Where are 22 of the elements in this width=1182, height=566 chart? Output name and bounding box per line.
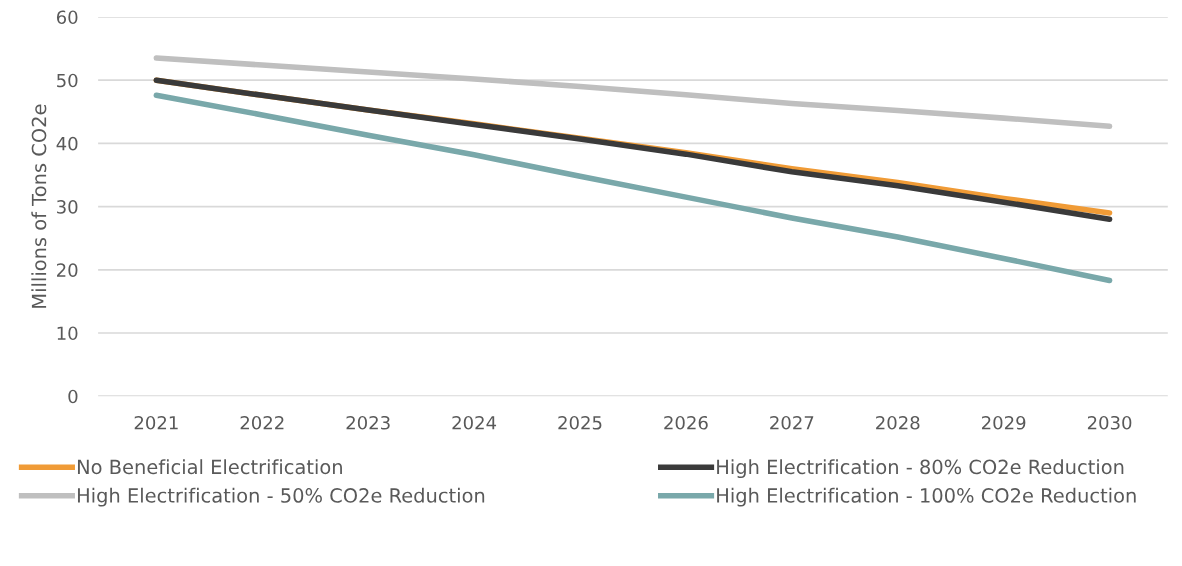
x-tick-label: 2025 — [558, 415, 602, 430]
y-axis-title: Millions of Tons CO2e — [31, 104, 47, 308]
y-tick-label: 60 — [56, 10, 78, 25]
legend-label: High Electrification - 80% CO2e Reduction — [717, 459, 1124, 479]
x-tick-label: 2030 — [1087, 415, 1132, 430]
legend-label: High Electrification - 50% CO2e Reduction — [77, 487, 485, 507]
x-tick-label: 2021 — [134, 415, 178, 430]
y-tick-label: 40 — [56, 136, 78, 151]
x-tick-label: 2029 — [982, 415, 1026, 430]
y-tick-label: 50 — [57, 73, 78, 88]
y-tick-label: 30 — [57, 200, 78, 214]
x-tick-label: 2023 — [346, 415, 390, 430]
y-tick-label: 20 — [57, 263, 78, 277]
legend-label: High Electrification - 100% CO2e Reduction — [717, 487, 1136, 507]
x-tick-label: 2028 — [876, 415, 920, 430]
legend-label: No Beneficial Electrification — [77, 459, 342, 475]
x-tick-label: 2022 — [240, 415, 284, 430]
x-tick-label: 2026 — [664, 415, 708, 430]
x-tick-label: 2024 — [452, 415, 497, 430]
y-tick-label: 0 — [68, 389, 78, 404]
y-tick-label: 10 — [57, 326, 78, 341]
x-tick-label: 2027 — [770, 415, 814, 430]
